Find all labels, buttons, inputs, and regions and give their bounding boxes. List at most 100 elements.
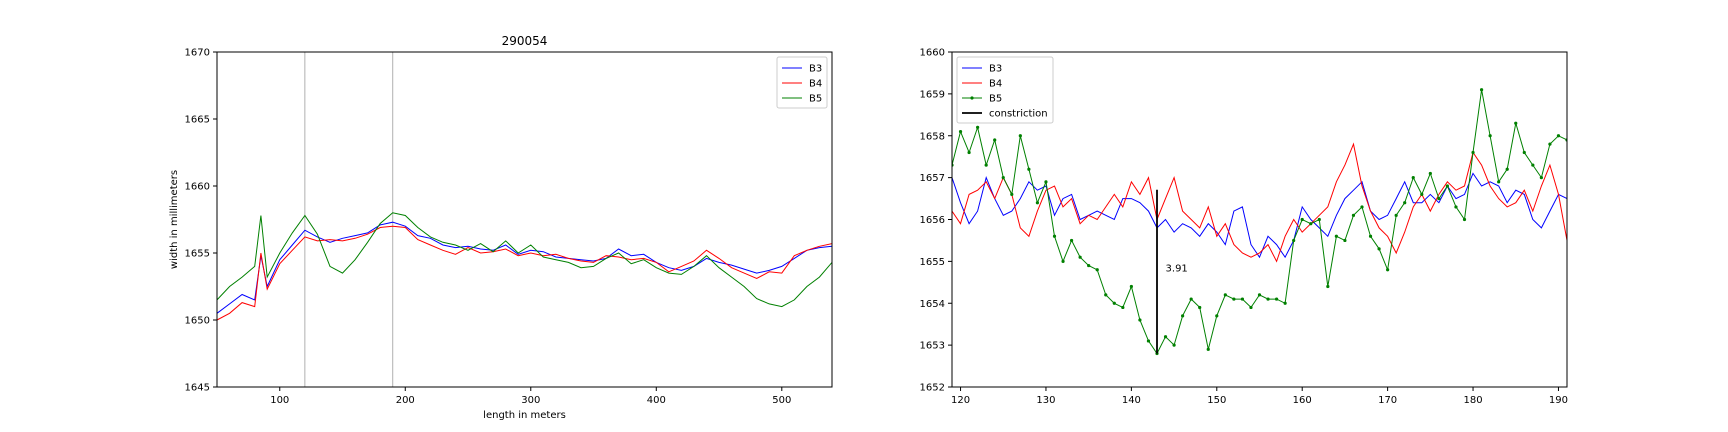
x-tick-label: 120 — [951, 395, 970, 406]
legend-label: B5 — [989, 94, 1002, 105]
y-tick-label: 1653 — [920, 341, 945, 352]
data-point-b5 — [1445, 184, 1450, 188]
data-point-b5 — [1010, 192, 1014, 196]
data-point-b5 — [1377, 247, 1381, 251]
y-tick-label: 1659 — [920, 89, 945, 100]
y-tick-label: 1665 — [185, 115, 210, 126]
legend-box — [956, 56, 1054, 124]
data-point-b5 — [1454, 205, 1458, 209]
data-point-b5 — [1471, 150, 1475, 155]
data-point-b5 — [1163, 335, 1168, 339]
data-point-b5 — [1462, 217, 1467, 222]
data-point-b5 — [1292, 238, 1296, 243]
data-point-b5 — [1078, 255, 1082, 259]
data-point-b5 — [1531, 163, 1535, 167]
y-tick-label: 1658 — [920, 131, 945, 142]
data-point-b5 — [1539, 176, 1543, 180]
data-point-b5 — [1018, 134, 1022, 138]
x-tick-label: 200 — [396, 395, 415, 406]
data-point-b5 — [1206, 347, 1210, 351]
x-tick-label: 400 — [647, 395, 666, 406]
data-point-b5 — [1548, 142, 1552, 146]
y-tick-label: 1655 — [185, 249, 210, 260]
y-tick-label: 1650 — [185, 316, 210, 327]
x-tick-label: 300 — [521, 395, 540, 406]
data-point-b5 — [1112, 301, 1116, 305]
data-point-b5 — [984, 163, 988, 167]
data-point-b5 — [1488, 134, 1492, 138]
data-point-b5 — [1069, 238, 1074, 243]
series-line-b3 — [952, 172, 1567, 259]
x-tick-label: 170 — [1378, 395, 1397, 406]
x-tick-label: 500 — [772, 395, 791, 406]
x-axis-label: length in meters — [483, 410, 566, 421]
data-point-b5 — [1497, 180, 1501, 184]
chart-title: 290054 — [502, 34, 548, 48]
y-tick-label: 1657 — [920, 173, 945, 184]
y-tick-label: 1652 — [920, 383, 945, 394]
data-point-b5 — [1514, 121, 1518, 125]
y-tick-label: 1660 — [920, 48, 945, 59]
chart-left-width-profile: 100 200 300 400 500 1645 1650 1655 1660 1665 1670 2… — [169, 34, 833, 421]
y-tick-label: 1660 — [185, 182, 210, 193]
data-point-b5 — [1479, 88, 1484, 92]
y-axis-label: width in millimeters — [169, 170, 180, 269]
data-point-b5 — [1394, 213, 1398, 217]
data-point-b5 — [1411, 176, 1415, 180]
series-line-b5 — [217, 212, 832, 308]
legend-label: B3 — [989, 64, 1002, 75]
legend-label: B3 — [809, 64, 822, 75]
series-line-b4 — [952, 142, 1567, 263]
data-point-b5 — [1240, 297, 1245, 301]
data-point-b5 — [1386, 268, 1390, 272]
data-point-b5 — [1027, 167, 1031, 171]
data-point-b5 — [1274, 297, 1279, 301]
x-tick-label: 100 — [270, 395, 289, 406]
data-point-b5 — [1052, 234, 1057, 238]
x-tick-label: 140 — [1122, 395, 1141, 406]
x-tick-label: 150 — [1207, 395, 1226, 406]
chart-right-constriction-detail: 3.91 120 130 140 150 160 170 180 190 1652 1653 1654… — [920, 48, 1568, 407]
legend-label: B4 — [989, 79, 1002, 90]
legend-marker — [970, 96, 974, 100]
data-point-b5 — [976, 125, 980, 129]
data-point-b5 — [1138, 318, 1142, 322]
data-point-b5 — [1181, 314, 1185, 318]
data-point-b5 — [958, 129, 963, 134]
data-point-b5 — [1309, 222, 1313, 226]
y-tick-label: 1656 — [920, 215, 945, 226]
x-tick-label: 190 — [1549, 395, 1568, 406]
data-point-b5 — [1232, 297, 1236, 301]
plot-frame — [216, 51, 833, 388]
data-point-b5 — [1420, 192, 1424, 196]
series-line-b4 — [217, 225, 832, 321]
data-point-b5 — [1223, 293, 1227, 297]
x-tick-label: 160 — [1293, 395, 1312, 406]
data-point-b5 — [1368, 234, 1373, 238]
data-point-b5 — [1215, 314, 1219, 318]
data-point-b5 — [1283, 301, 1287, 305]
y-tick-label: 1654 — [920, 299, 945, 310]
y-tick-label: 1645 — [185, 383, 210, 394]
data-point-b5 — [1044, 180, 1048, 184]
data-point-b5 — [1360, 205, 1364, 209]
data-point-b5 — [1266, 297, 1270, 301]
data-point-b5 — [1129, 284, 1133, 289]
data-point-b5 — [1104, 293, 1108, 297]
series-line-b5 — [952, 89, 1567, 355]
y-tick-label: 1655 — [920, 257, 945, 268]
x-tick-label: 130 — [1036, 395, 1055, 406]
data-point-b5 — [1317, 217, 1321, 222]
constriction-annotation: 3.91 — [1166, 264, 1188, 275]
data-point-b5 — [967, 150, 971, 155]
legend: B3 B4 B5 — [776, 56, 828, 109]
data-point-b5 — [1172, 343, 1176, 347]
data-point-b5 — [1087, 263, 1091, 268]
data-point-b5 — [993, 138, 997, 142]
data-point-b5 — [1343, 238, 1347, 243]
data-point-b5 — [1095, 268, 1099, 272]
series-line-b3 — [217, 221, 832, 314]
data-point-b5 — [1326, 284, 1330, 289]
data-point-b5 — [1334, 234, 1338, 238]
